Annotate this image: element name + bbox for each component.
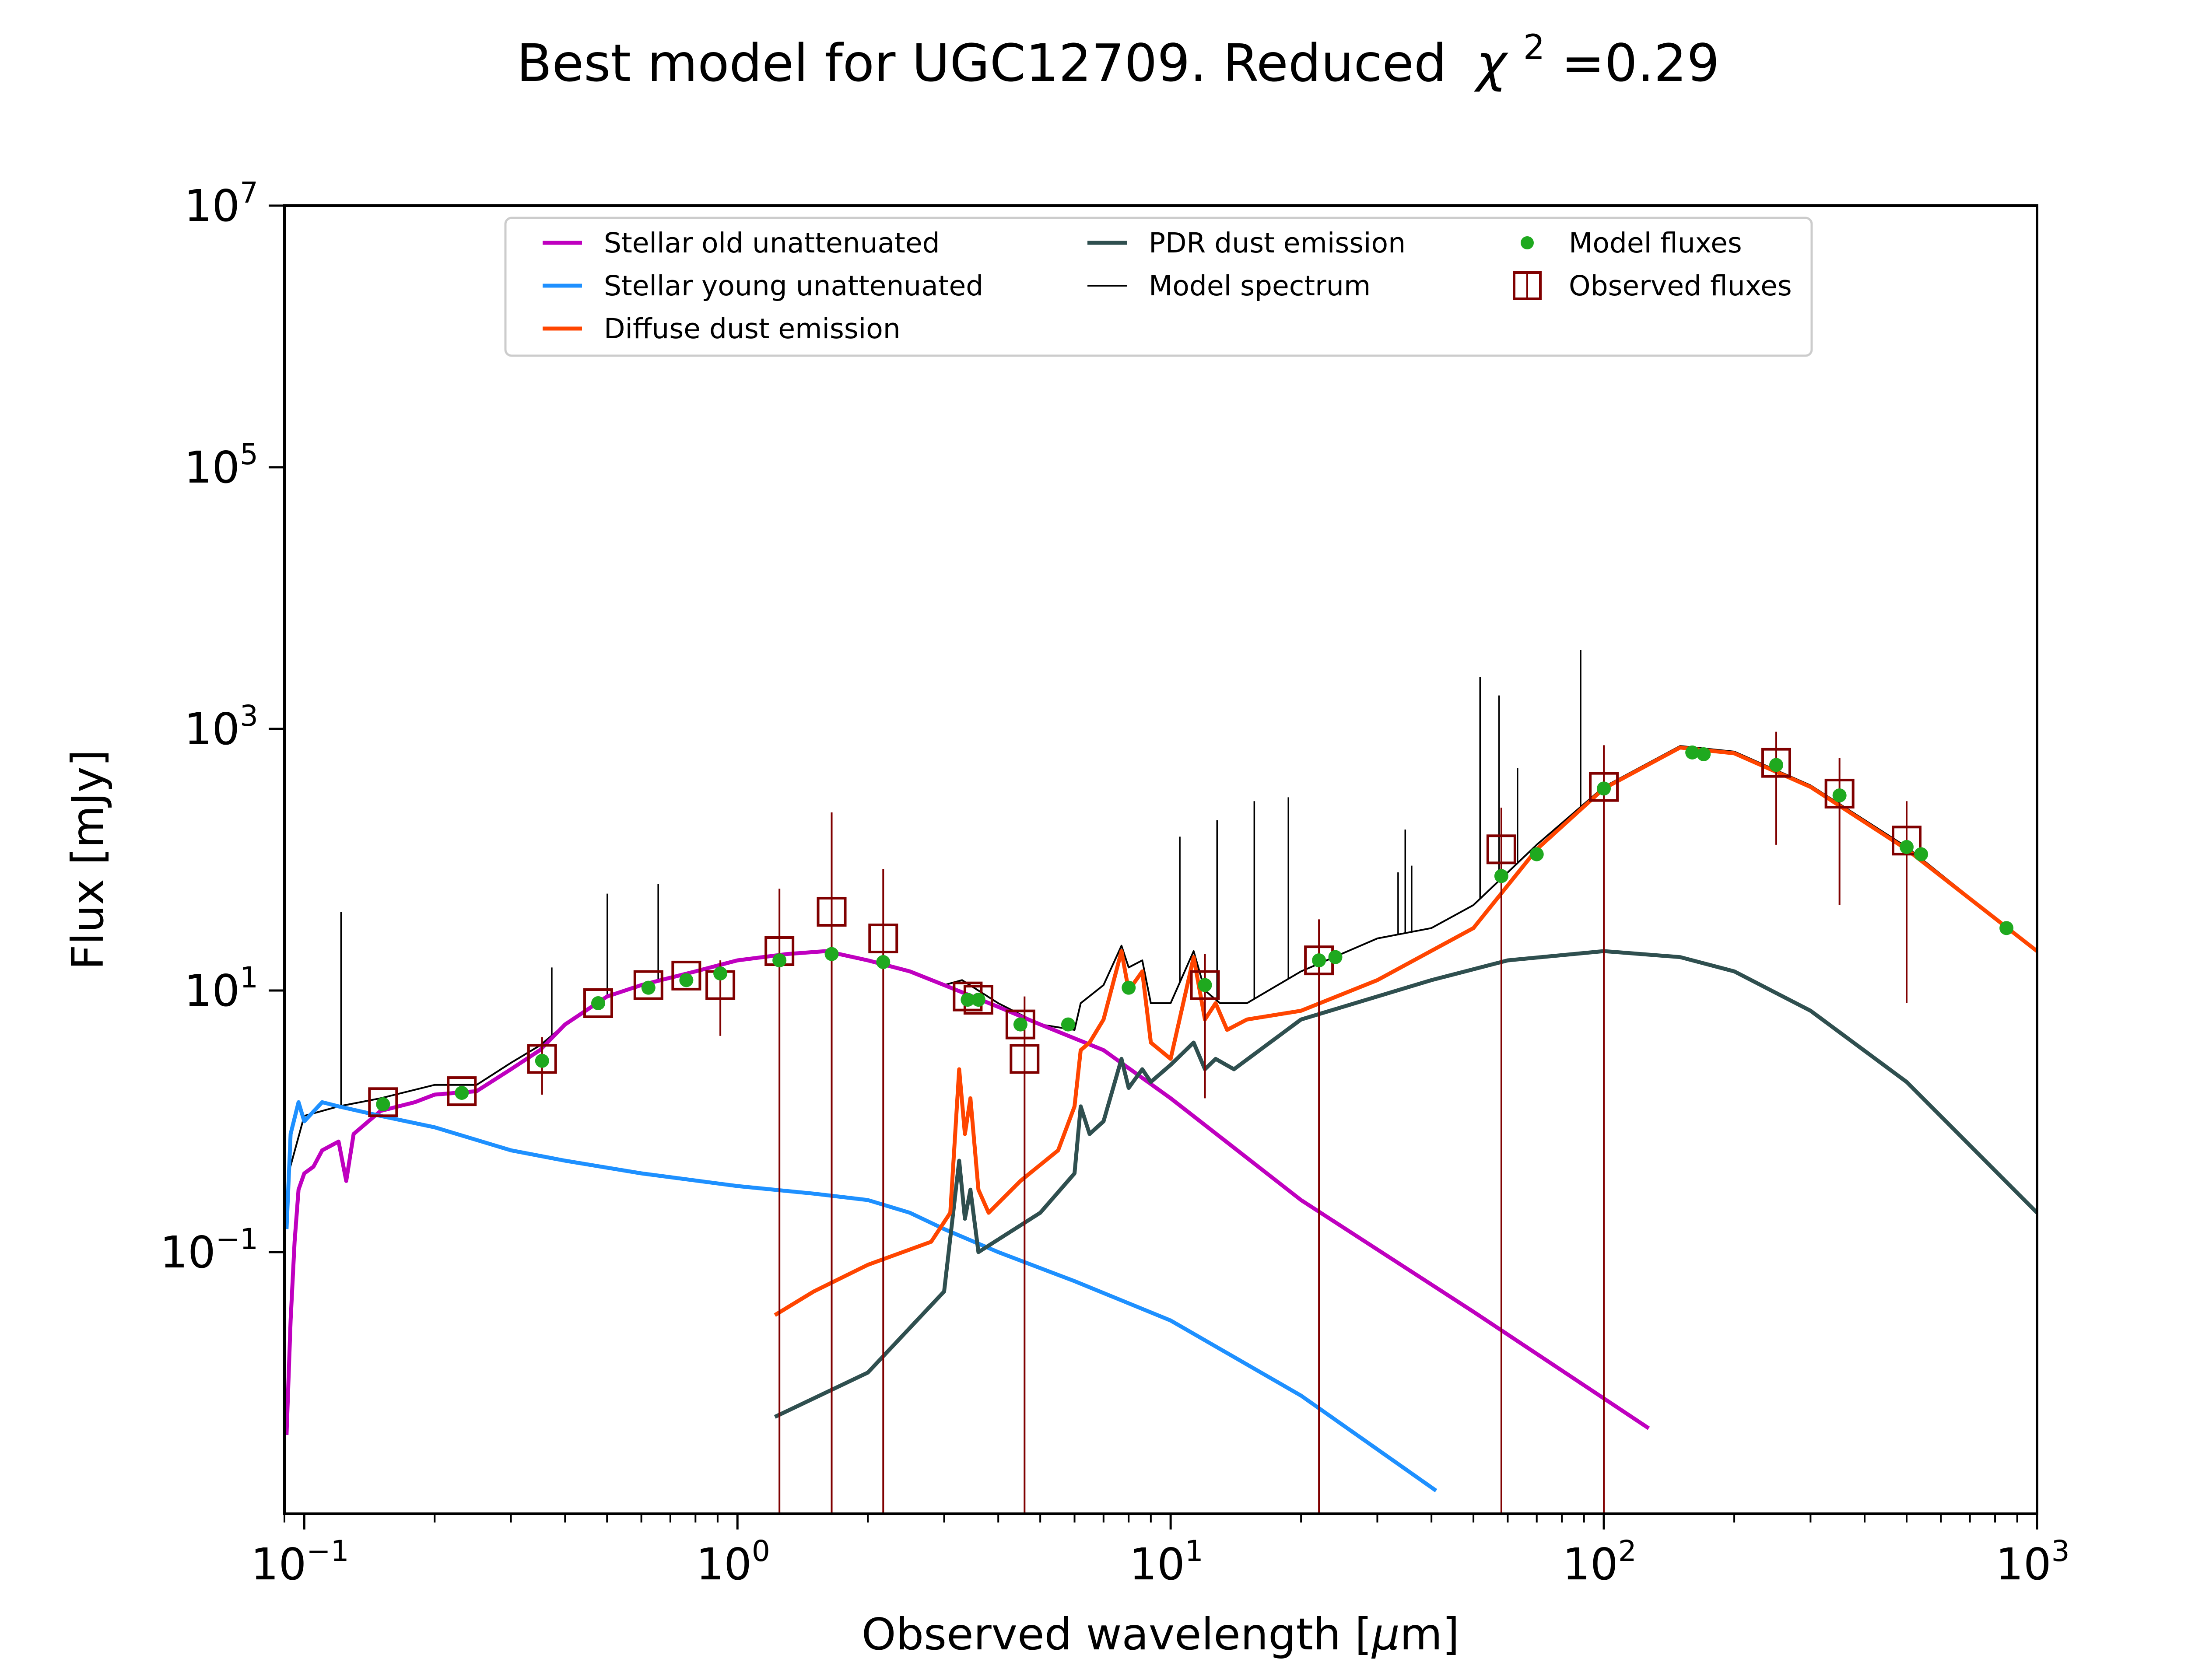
legend-item: Diffuse dust emission: [543, 313, 901, 345]
model-flux-point: [1061, 1017, 1075, 1032]
observed-flux-marker: [1190, 970, 1220, 1000]
series-line-diffuse-dust-emission: [774, 746, 2037, 1317]
model-flux-point: [713, 966, 728, 981]
legend-item: Stellar young unattenuated: [543, 270, 983, 302]
legend-label: PDR dust emission: [1149, 227, 1406, 259]
chart-title: Best model for UGC12709. Reduced χ 2 =0.…: [516, 11, 1719, 93]
observed-flux-marker: [671, 960, 701, 990]
x-tick-label: 100: [696, 1534, 770, 1590]
model-flux-point: [1597, 781, 1611, 796]
legend-label: Observed fluxes: [1569, 270, 1792, 302]
axis-ticks: 10−1 100 101 102 103 10−1 101 103 105 107: [160, 176, 2069, 1590]
model-flux-point: [535, 1054, 549, 1068]
legend-item: PDR dust emission: [1087, 227, 1406, 259]
x-tick-label: 103: [1995, 1534, 2069, 1590]
model-flux-point: [679, 973, 694, 987]
y-tick-label: 101: [184, 961, 258, 1016]
model-flux-point: [971, 993, 985, 1007]
observed-flux-marker: [1010, 1044, 1040, 1074]
y-tick-label: 107: [184, 176, 258, 231]
y-tick-label: 10−1: [160, 1222, 258, 1278]
observed-flux-marker: [1892, 826, 1922, 856]
model-flux-point: [1769, 758, 1784, 772]
model-flux-point: [1198, 978, 1212, 992]
model-flux-point: [1697, 747, 1711, 761]
model-flux-point: [1914, 847, 1929, 861]
markers-layer: [368, 732, 2014, 1514]
legend-box: [504, 217, 1813, 357]
observed-flux-marker: [1005, 1009, 1035, 1040]
x-tick-label: 101: [1129, 1534, 1203, 1590]
legend-item: Model fluxes: [1521, 227, 1742, 259]
model-flux-point: [824, 947, 839, 961]
observed-flux-marker: [633, 970, 663, 1000]
legend-label: Model spectrum: [1149, 270, 1371, 302]
model-flux-point: [1529, 847, 1544, 861]
observed-flux-marker: [583, 988, 613, 1018]
model-flux-point: [1494, 869, 1508, 883]
legend-label: Stellar young unattenuated: [604, 270, 983, 302]
legend-swatch: [1521, 236, 1534, 249]
observed-flux-marker: [868, 924, 898, 954]
model-flux-point: [961, 993, 975, 1007]
observed-flux-marker: [447, 1076, 477, 1106]
model-flux-point: [591, 996, 605, 1010]
legend-item: Observed fluxes: [1513, 270, 1792, 302]
model-flux-point: [876, 955, 891, 969]
model-flux-point: [1312, 953, 1326, 968]
model-flux-point: [1122, 980, 1136, 995]
observed-flux-marker: [368, 1087, 398, 1117]
model-flux-point: [1328, 950, 1343, 964]
model-flux-point: [1013, 1017, 1027, 1032]
legend-label: Model fluxes: [1569, 227, 1742, 259]
legend-item: Model spectrum: [1087, 270, 1371, 302]
observed-flux-marker: [817, 896, 847, 927]
observed-flux-marker: [1589, 772, 1619, 802]
model-flux-point: [1685, 745, 1700, 760]
y-axis-label: Flux [mJy]: [62, 749, 113, 970]
model-flux-point: [641, 980, 656, 995]
model-flux-point: [772, 953, 787, 968]
plot-frame: [283, 204, 2038, 1515]
x-tick-label: 10−1: [251, 1534, 349, 1590]
model-flux-point: [455, 1085, 469, 1100]
series-line-pdr-dust-emission: [774, 949, 2037, 1419]
observed-flux-marker: [1761, 748, 1792, 778]
series-line-stellar-old-unattenuated: [284, 949, 1650, 1435]
series-line-model-spectrum: [288, 745, 2037, 1174]
series-line-stellar-young-unattenuated: [284, 1100, 1438, 1492]
legend-label: Stellar old unattenuated: [604, 227, 940, 259]
x-tick-label: 102: [1562, 1534, 1636, 1590]
y-tick-label: 105: [184, 438, 258, 493]
model-flux-point: [1832, 788, 1847, 803]
model-flux-point: [1900, 840, 1914, 854]
x-axis-label: Observed wavelength [μm]: [862, 1609, 1459, 1660]
observed-flux-marker: [527, 1044, 557, 1074]
legend-label: Diffuse dust emission: [604, 313, 901, 345]
model-flux-point: [1999, 921, 2014, 935]
legend-item: Stellar old unattenuated: [543, 227, 940, 259]
legend: Stellar old unattenuated Stellar young un…: [504, 217, 1813, 357]
plot-area: 10−1 100 101 102 103 10−1 101 103 105 107: [160, 176, 2069, 1590]
y-tick-label: 103: [184, 699, 258, 755]
model-flux-point: [376, 1097, 390, 1112]
observed-flux-marker: [1486, 834, 1516, 864]
observed-flux-marker: [1824, 778, 1855, 808]
